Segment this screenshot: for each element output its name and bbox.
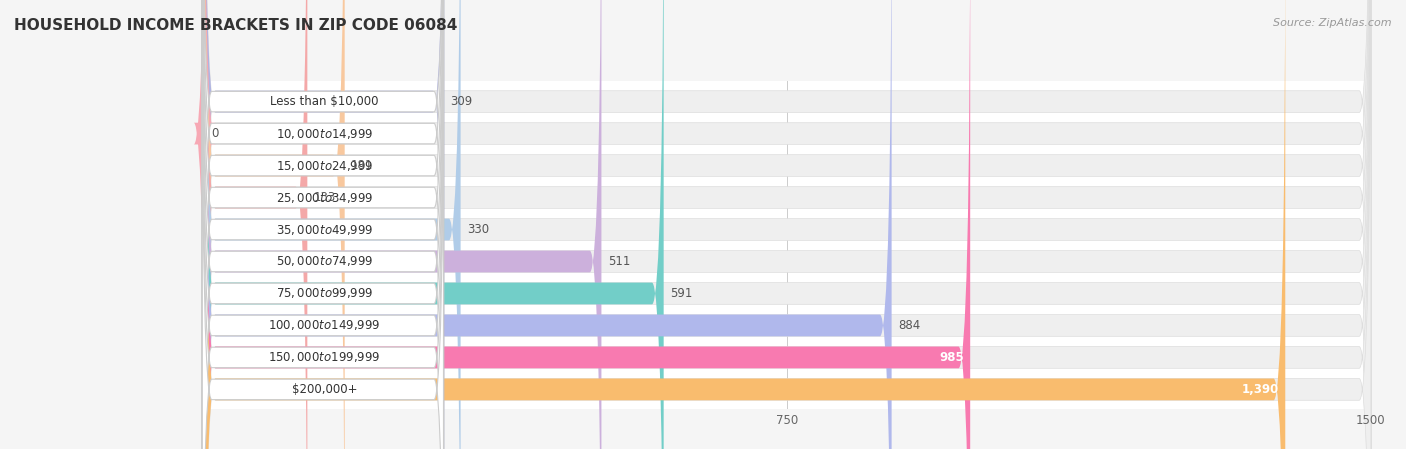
Text: 133: 133 [314, 191, 336, 204]
Text: $200,000+: $200,000+ [291, 383, 357, 396]
FancyBboxPatch shape [202, 0, 443, 449]
FancyBboxPatch shape [204, 0, 1371, 449]
FancyBboxPatch shape [204, 0, 1371, 449]
Text: $25,000 to $34,999: $25,000 to $34,999 [276, 190, 373, 205]
Text: $100,000 to $149,999: $100,000 to $149,999 [269, 318, 381, 332]
FancyBboxPatch shape [204, 0, 1371, 449]
FancyBboxPatch shape [202, 16, 443, 449]
Text: 884: 884 [898, 319, 920, 332]
FancyBboxPatch shape [204, 0, 444, 449]
Text: 985: 985 [939, 351, 965, 364]
Text: $50,000 to $74,999: $50,000 to $74,999 [276, 255, 373, 269]
FancyBboxPatch shape [202, 0, 443, 449]
FancyBboxPatch shape [204, 0, 461, 449]
FancyBboxPatch shape [204, 0, 891, 449]
FancyBboxPatch shape [204, 0, 970, 449]
FancyBboxPatch shape [204, 0, 602, 449]
Text: 511: 511 [607, 255, 630, 268]
Text: 0: 0 [212, 127, 219, 140]
Text: $75,000 to $99,999: $75,000 to $99,999 [276, 286, 373, 300]
FancyBboxPatch shape [204, 0, 1371, 449]
FancyBboxPatch shape [204, 0, 1371, 449]
FancyBboxPatch shape [202, 0, 443, 449]
Text: $35,000 to $49,999: $35,000 to $49,999 [276, 223, 373, 237]
FancyBboxPatch shape [204, 0, 1371, 449]
FancyBboxPatch shape [204, 0, 1371, 449]
FancyBboxPatch shape [202, 0, 443, 449]
FancyBboxPatch shape [202, 0, 443, 449]
FancyBboxPatch shape [204, 0, 308, 449]
Text: HOUSEHOLD INCOME BRACKETS IN ZIP CODE 06084: HOUSEHOLD INCOME BRACKETS IN ZIP CODE 06… [14, 18, 457, 33]
FancyBboxPatch shape [202, 0, 443, 449]
Text: $10,000 to $14,999: $10,000 to $14,999 [276, 127, 373, 141]
Text: $15,000 to $24,999: $15,000 to $24,999 [276, 158, 373, 172]
Text: Less than $10,000: Less than $10,000 [270, 95, 378, 108]
Text: 181: 181 [352, 159, 373, 172]
FancyBboxPatch shape [202, 0, 443, 449]
FancyBboxPatch shape [204, 0, 1371, 449]
FancyBboxPatch shape [204, 0, 1285, 449]
Text: 309: 309 [450, 95, 472, 108]
FancyBboxPatch shape [202, 0, 443, 449]
Text: $150,000 to $199,999: $150,000 to $199,999 [269, 350, 381, 365]
FancyBboxPatch shape [194, 0, 215, 449]
FancyBboxPatch shape [204, 0, 664, 449]
FancyBboxPatch shape [204, 0, 1371, 449]
FancyBboxPatch shape [202, 0, 443, 449]
Text: 330: 330 [467, 223, 489, 236]
FancyBboxPatch shape [204, 0, 1371, 449]
Text: Source: ZipAtlas.com: Source: ZipAtlas.com [1274, 18, 1392, 28]
Text: 1,390: 1,390 [1241, 383, 1279, 396]
FancyBboxPatch shape [204, 0, 344, 449]
Text: 591: 591 [669, 287, 692, 300]
